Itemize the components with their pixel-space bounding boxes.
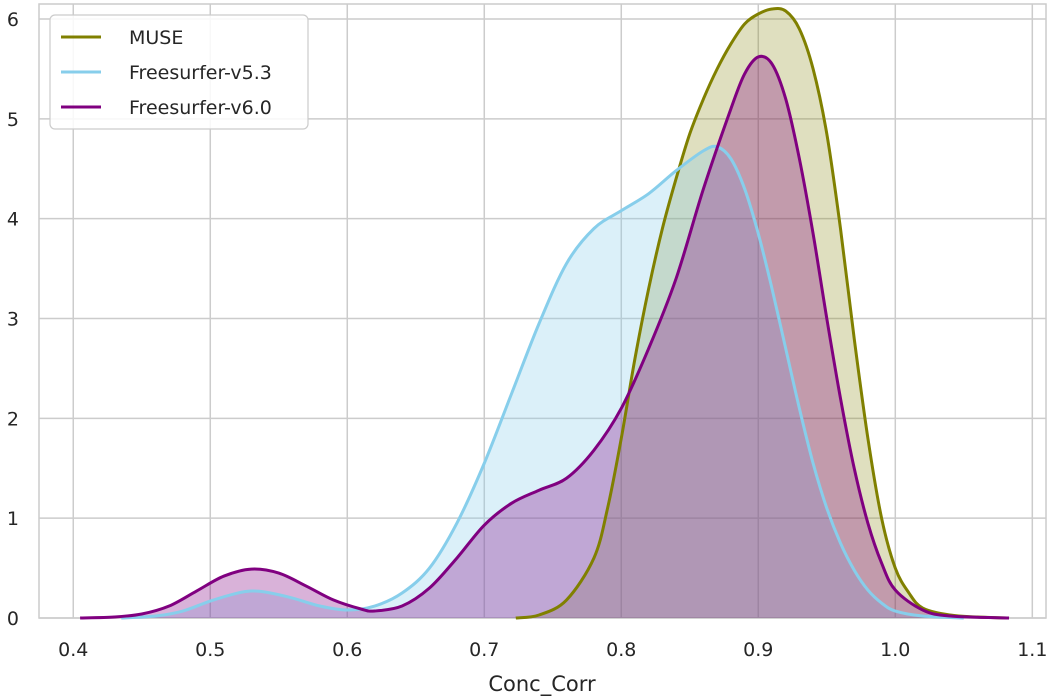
legend-label: MUSE (129, 27, 183, 49)
y-tick-label: 1 (7, 508, 19, 530)
y-tick-label: 3 (7, 308, 19, 330)
density-lines (80, 7, 1010, 620)
x-tick-label: 1.0 (880, 639, 910, 661)
series-area-1 (121, 146, 964, 619)
legend-box (49, 14, 309, 130)
y-tick-label: 2 (7, 408, 19, 430)
series-area-0 (515, 8, 1010, 619)
x-axis-title: Conc_Corr (488, 672, 596, 697)
series-line-1 (121, 144, 964, 620)
density-areas (80, 8, 1010, 619)
x-tick-label: 0.6 (332, 639, 362, 661)
series-line-2 (80, 54, 1010, 620)
series-area-2 (80, 56, 1010, 619)
legend: MUSE Freesurfer-v5.3 Freesurfer-v6.0 (49, 14, 309, 130)
legend-label: Freesurfer-v5.3 (129, 62, 272, 84)
legend-label: Freesurfer-v6.0 (129, 97, 272, 119)
y-tick-labels: 0 1 2 3 4 5 6 (7, 9, 19, 630)
y-tick-label: 0 (7, 608, 19, 630)
y-tick-label: 4 (7, 209, 19, 231)
x-tick-label: 0.8 (606, 639, 636, 661)
x-tick-label: 0.4 (58, 639, 88, 661)
y-tick-label: 6 (7, 9, 19, 31)
x-tick-label: 1.1 (1017, 639, 1047, 661)
x-tick-label: 0.5 (195, 639, 225, 661)
x-tick-labels: 0.4 0.5 0.6 0.7 0.8 0.9 1.0 1.1 (58, 639, 1047, 661)
y-tick-label: 5 (7, 109, 19, 131)
x-tick-label: 0.9 (743, 639, 773, 661)
x-tick-label: 0.7 (469, 639, 499, 661)
series-line-0 (515, 7, 1010, 620)
